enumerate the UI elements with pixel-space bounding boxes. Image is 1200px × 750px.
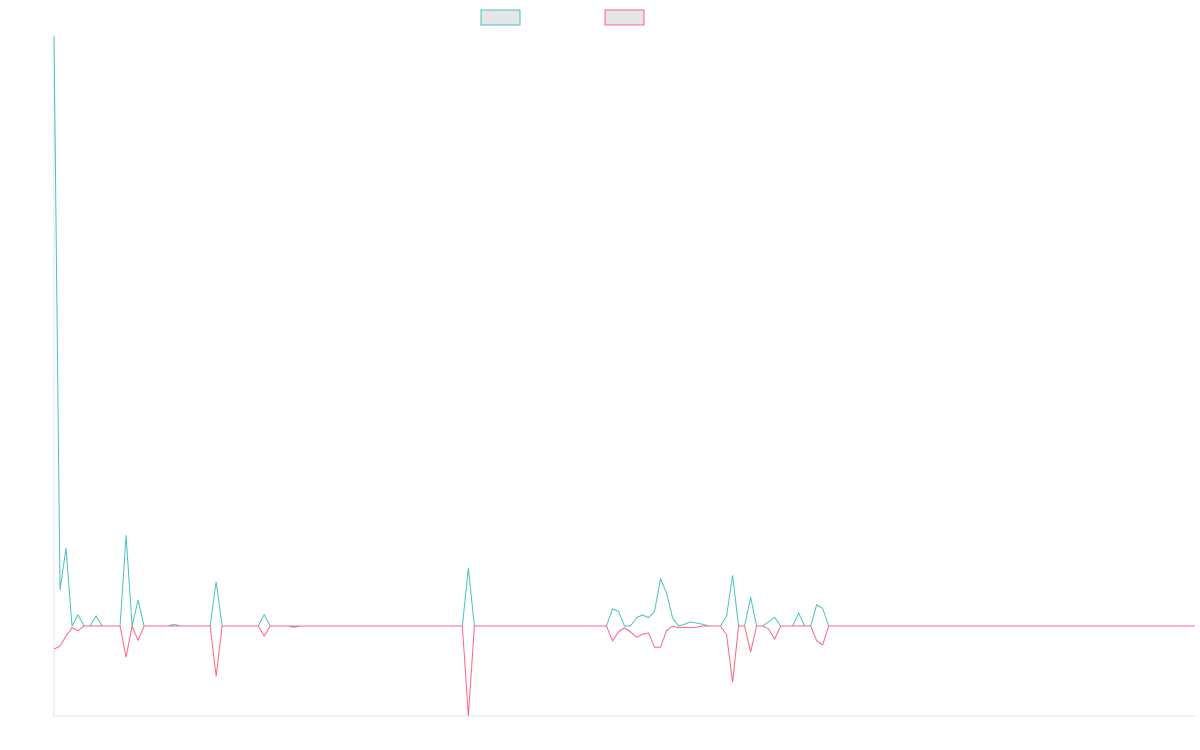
legend-swatch [480, 9, 521, 26]
legend-swatch [604, 9, 645, 26]
series-line [53, 35, 1195, 628]
series-line [53, 624, 1195, 717]
